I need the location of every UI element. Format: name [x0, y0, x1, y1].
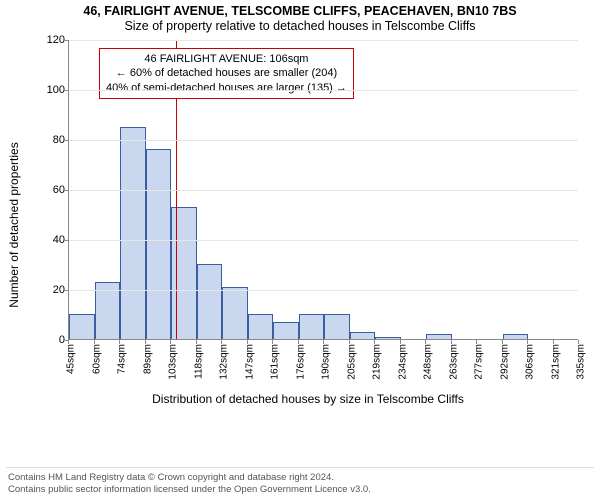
xtick-label: 335sqm — [576, 344, 587, 380]
xtick-label: 132sqm — [219, 344, 230, 380]
ytick-label: 120 — [41, 34, 65, 46]
gridline — [69, 90, 578, 91]
annotation-line: 40% of semi-detached houses are larger (… — [106, 81, 347, 95]
ytick-label: 40 — [41, 234, 65, 246]
xtick-label: 292sqm — [500, 344, 511, 380]
bar — [273, 322, 299, 340]
bar — [350, 332, 375, 340]
gridline — [69, 40, 578, 41]
xtick-label: 190sqm — [321, 344, 332, 380]
xtick-label: 205sqm — [347, 344, 358, 380]
xtick-label: 234sqm — [398, 344, 409, 380]
bar — [426, 334, 452, 339]
annotation-box: 46 FAIRLIGHT AVENUE: 106sqm ← 60% of det… — [99, 48, 354, 99]
attribution-block: Contains HM Land Registry data © Crown c… — [6, 467, 594, 498]
ytick-label: 100 — [41, 84, 65, 96]
bar — [69, 314, 95, 339]
xtick-label: 161sqm — [270, 344, 281, 380]
ytick-label: 60 — [41, 184, 65, 196]
xtick-label: 306sqm — [525, 344, 536, 380]
x-axis-label: Distribution of detached houses by size … — [28, 392, 588, 406]
ytick-mark — [65, 240, 69, 241]
attribution-line: Contains public sector information licen… — [8, 484, 592, 496]
bar — [222, 287, 248, 340]
bar — [197, 264, 222, 339]
xtick-label: 45sqm — [66, 344, 77, 374]
gridline — [69, 140, 578, 141]
xtick-label: 219sqm — [372, 344, 383, 380]
ytick-mark — [65, 90, 69, 91]
xtick-label: 60sqm — [92, 344, 103, 374]
xtick-label: 263sqm — [449, 344, 460, 380]
page-subtitle: Size of property relative to detached ho… — [0, 19, 600, 33]
bar — [120, 127, 146, 340]
xtick-label: 89sqm — [143, 344, 154, 374]
annotation-line: 46 FAIRLIGHT AVENUE: 106sqm — [106, 52, 347, 66]
bar — [146, 149, 171, 339]
ytick-mark — [65, 40, 69, 41]
xtick-label: 103sqm — [168, 344, 179, 380]
bar — [171, 207, 197, 340]
bar — [503, 334, 528, 339]
attribution-line: Contains HM Land Registry data © Crown c… — [8, 472, 592, 484]
xtick-label: 147sqm — [245, 344, 256, 380]
annotation-line: ← 60% of detached houses are smaller (20… — [106, 66, 347, 80]
ytick-mark — [65, 140, 69, 141]
gridline — [69, 240, 578, 241]
xtick-label: 321sqm — [551, 344, 562, 380]
bar — [375, 337, 401, 340]
bar — [248, 314, 273, 339]
y-axis-label: Number of detached properties — [7, 142, 21, 307]
chart-container: Number of detached properties 46 FAIRLIG… — [28, 40, 588, 410]
ytick-mark — [65, 190, 69, 191]
xtick-label: 176sqm — [296, 344, 307, 380]
xtick-label: 74sqm — [117, 344, 128, 374]
plot-area: 46 FAIRLIGHT AVENUE: 106sqm ← 60% of det… — [68, 40, 578, 340]
ytick-mark — [65, 290, 69, 291]
ytick-label: 80 — [41, 134, 65, 146]
bar — [324, 314, 350, 339]
ytick-label: 0 — [41, 334, 65, 346]
gridline — [69, 290, 578, 291]
xtick-label: 277sqm — [474, 344, 485, 380]
ytick-label: 20 — [41, 284, 65, 296]
xtick-label: 118sqm — [194, 344, 205, 379]
bar — [299, 314, 324, 339]
gridline — [69, 190, 578, 191]
page-title: 46, FAIRLIGHT AVENUE, TELSCOMBE CLIFFS, … — [0, 4, 600, 18]
xtick-label: 248sqm — [423, 344, 434, 380]
